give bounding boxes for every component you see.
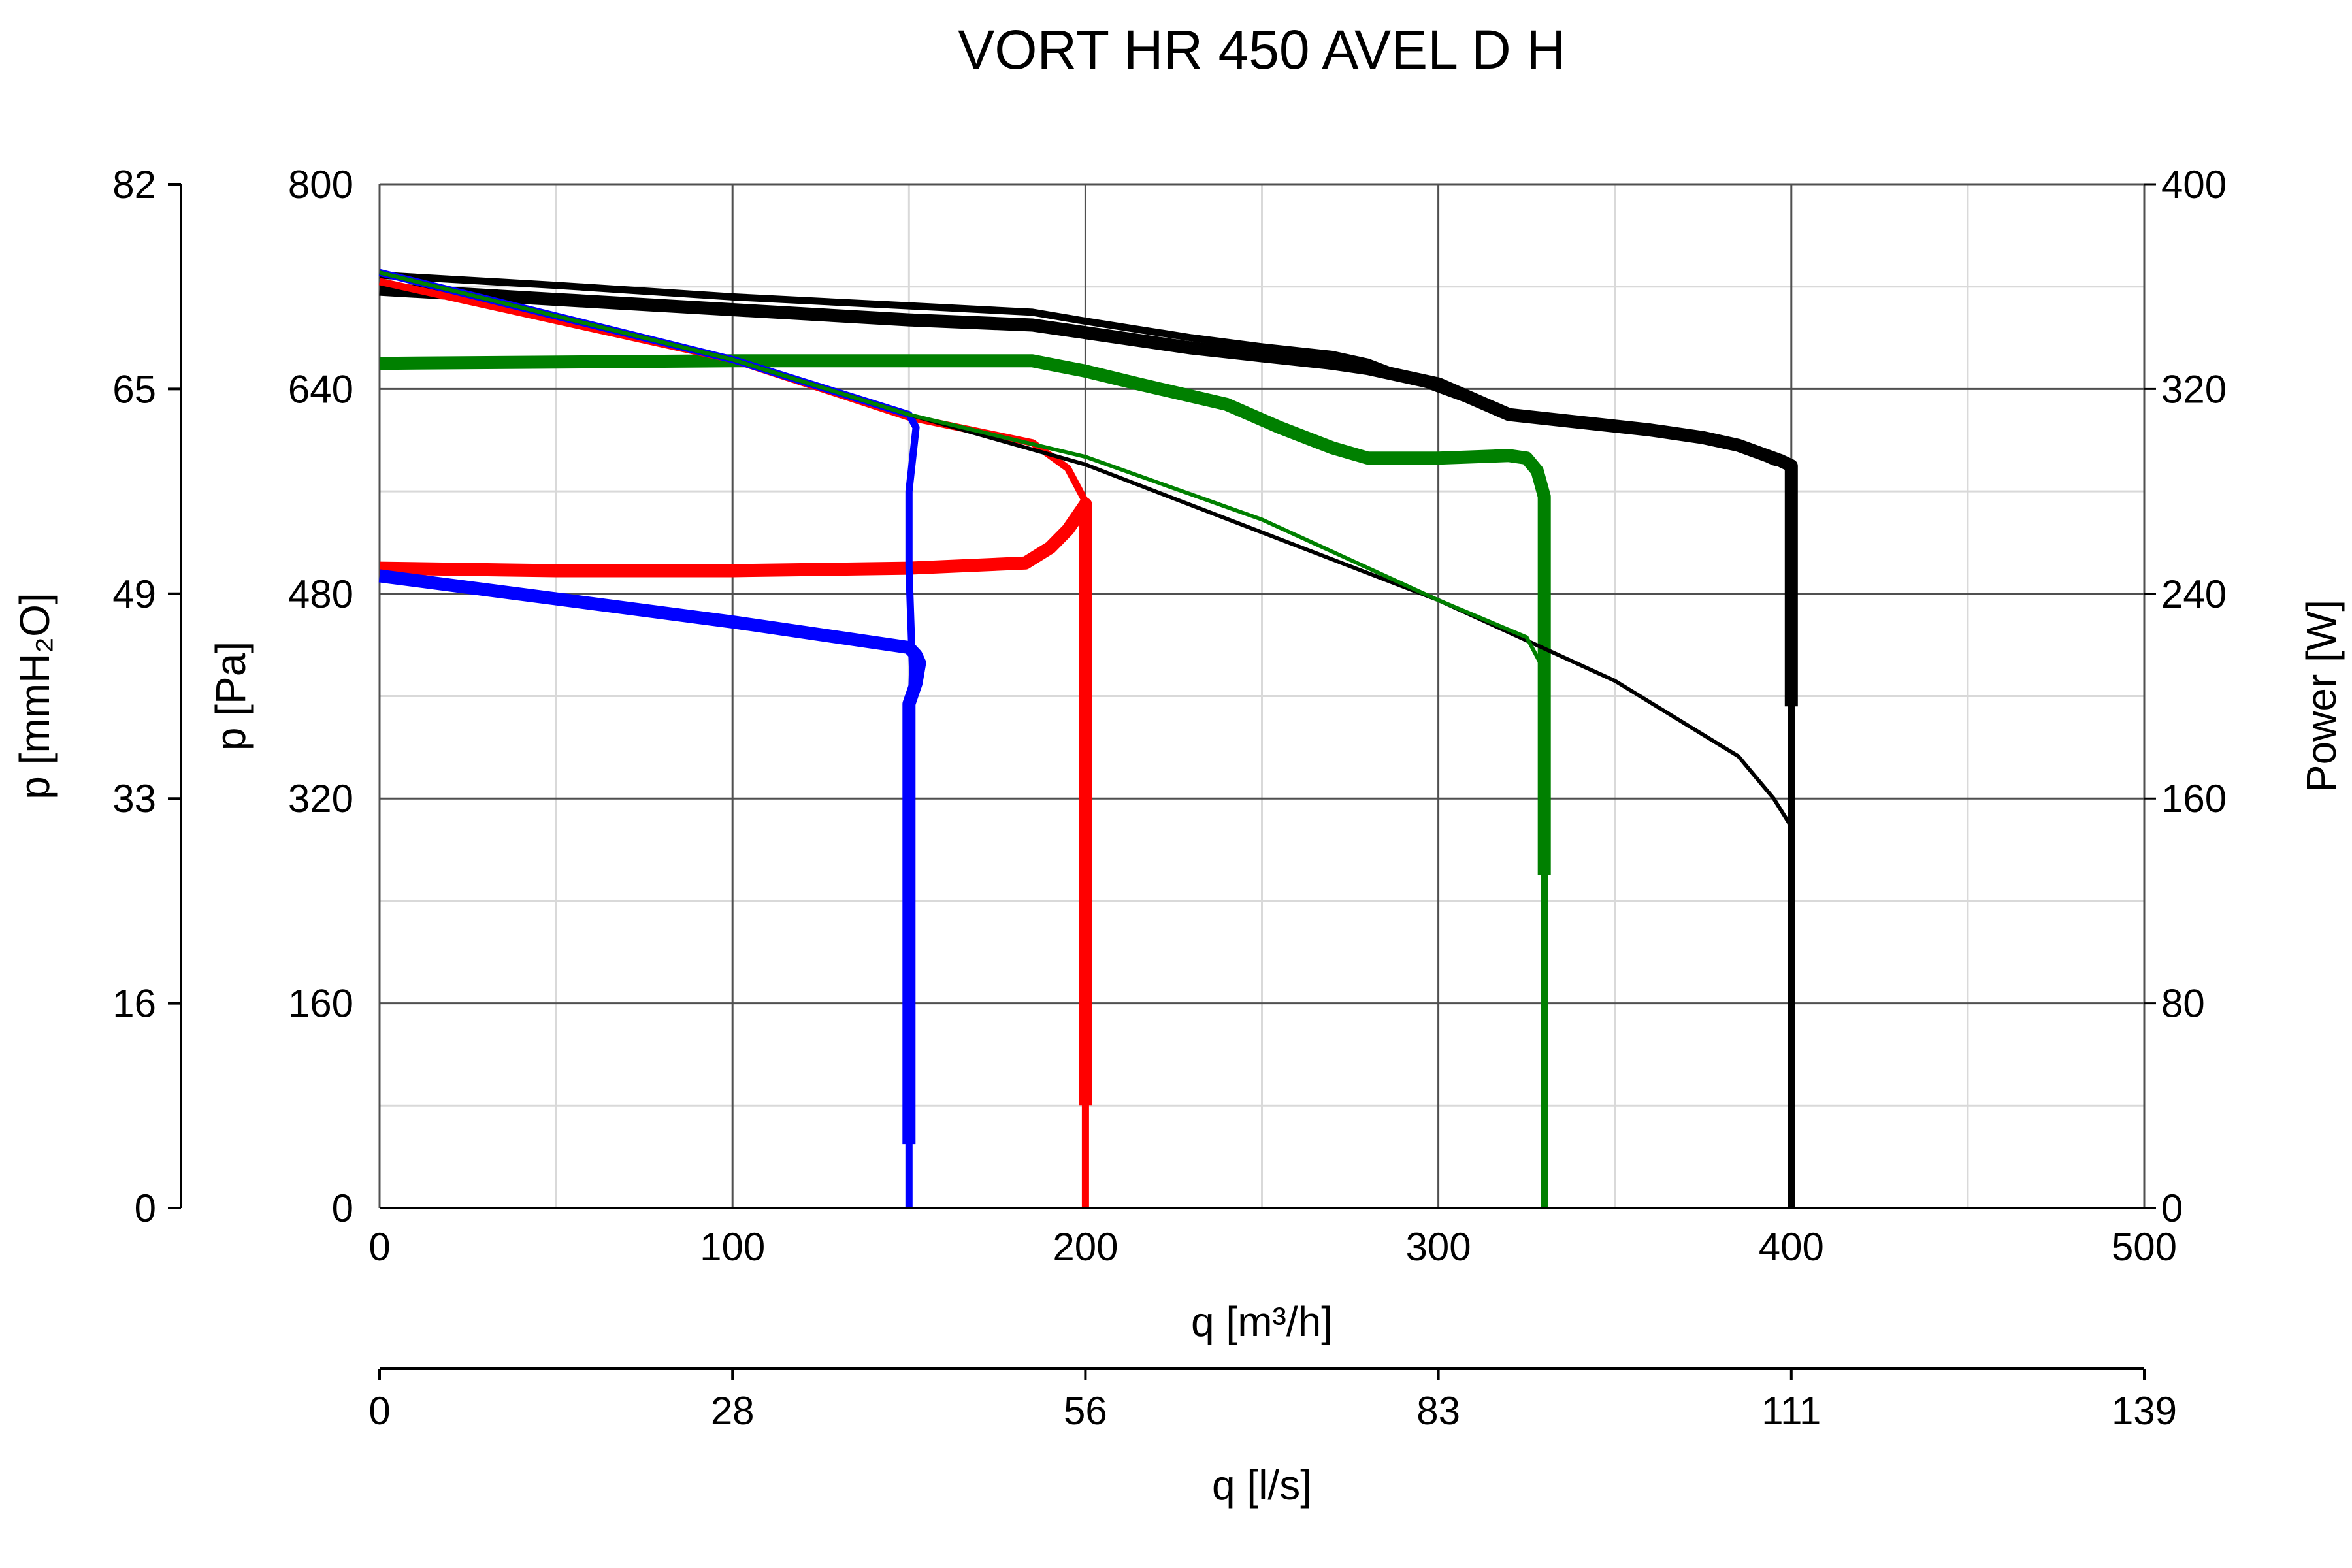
pa-tick-label: 480 <box>288 572 353 616</box>
pa-axis-title: p [Pa] <box>207 642 254 751</box>
ls-tick-label: 0 <box>368 1389 390 1433</box>
series-line-pressure-2 <box>379 354 1548 1208</box>
x-tick-label: 300 <box>1406 1225 1471 1269</box>
ls-tick-label: 28 <box>711 1389 755 1433</box>
series-line-power-5 <box>379 497 1092 1106</box>
mmh2o-tick-label: 82 <box>112 163 156 206</box>
series-line-system-9 <box>379 270 1546 672</box>
x2-axis-title: q [l/s] <box>1212 1462 1312 1509</box>
power-tick-label: 0 <box>2161 1186 2183 1230</box>
x-tick-label: 0 <box>368 1225 390 1269</box>
ls-tick-label: 139 <box>2112 1389 2177 1433</box>
ls-tick-label: 83 <box>1416 1389 1460 1433</box>
power-tick-label: 240 <box>2161 572 2227 616</box>
power-tick-label: 80 <box>2161 982 2205 1026</box>
series-line-power-3 <box>379 354 1551 875</box>
x-tick-label: 500 <box>2112 1225 2177 1269</box>
series-line-pressure-6 <box>378 269 920 1208</box>
pa-tick-label: 160 <box>288 982 353 1026</box>
x-tick-label: 100 <box>700 1225 765 1269</box>
power-axis-title: Power [W] <box>2298 600 2345 792</box>
series-line-power-7 <box>378 569 926 1145</box>
ls-tick-label: 56 <box>1064 1389 1107 1433</box>
pa-tick-label: 0 <box>332 1186 353 1230</box>
mmh2o-tick-label: 49 <box>112 572 156 616</box>
mmh2o-tick-label: 33 <box>112 777 156 821</box>
power-tick-label: 400 <box>2161 163 2227 206</box>
x-tick-label: 200 <box>1053 1225 1118 1269</box>
mmh2o-tick-label: 0 <box>135 1186 156 1230</box>
x-tick-label: 400 <box>1759 1225 1824 1269</box>
mmh2o-tick-label: 16 <box>112 982 156 1026</box>
mmh2o-axis-title: p [mmH₂O] <box>11 593 58 799</box>
ls-tick-label: 111 <box>1761 1389 1821 1433</box>
power-tick-label: 320 <box>2161 367 2227 411</box>
pa-tick-label: 800 <box>288 163 353 206</box>
mmh2o-tick-label: 65 <box>112 367 156 411</box>
power-tick-label: 160 <box>2161 777 2227 821</box>
x-axis-title: q [m³/h] <box>1191 1298 1333 1345</box>
chart-title: VORT HR 450 AVEL D H <box>958 19 1566 80</box>
pa-tick-label: 320 <box>288 777 353 821</box>
series-line-power-1 <box>379 282 1798 707</box>
pa-tick-label: 640 <box>288 367 353 411</box>
